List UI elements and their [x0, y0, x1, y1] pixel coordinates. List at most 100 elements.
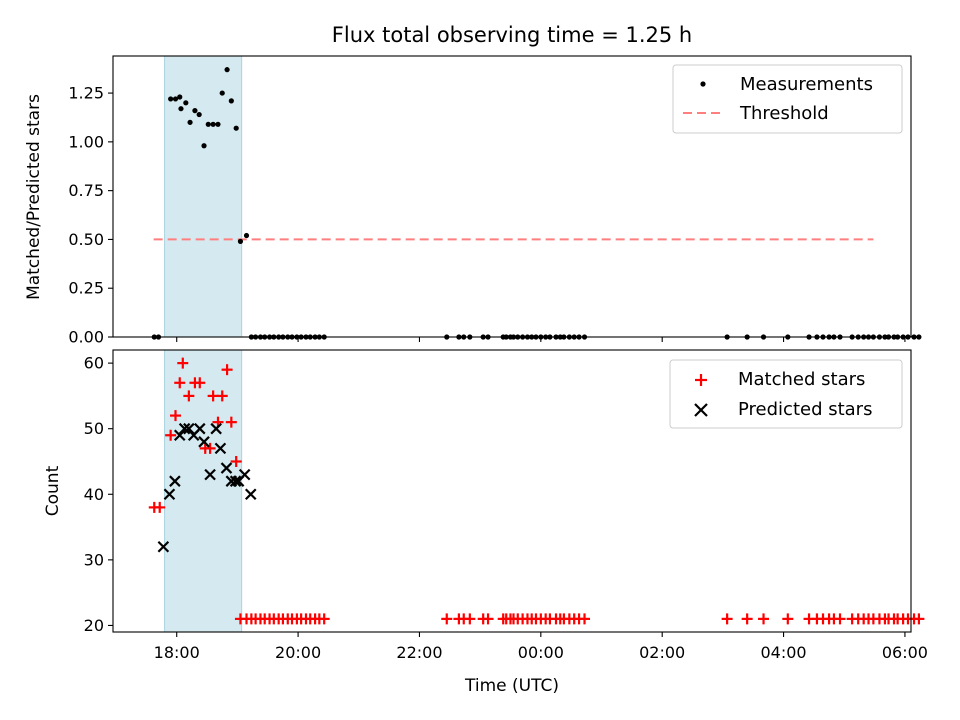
predicted-star-marker	[183, 422, 195, 435]
measurement-point	[911, 334, 917, 340]
x-tick-label: 06:00	[882, 643, 928, 662]
predicted-star-marker	[229, 475, 242, 487]
y-tick-label: 40	[84, 485, 104, 504]
measurement-point	[168, 96, 174, 102]
measurement-point	[187, 119, 193, 125]
matched-star-marker	[482, 613, 494, 625]
matched-star-marker	[170, 410, 182, 422]
predicted-star-marker	[157, 540, 170, 553]
matched-star-marker	[165, 429, 177, 441]
matched-star-marker	[758, 613, 770, 625]
measurement-point	[183, 100, 189, 106]
bottom-legend-box	[669, 359, 903, 429]
x-tick-label: 18:00	[154, 643, 200, 662]
top-plot-frame	[112, 55, 912, 338]
x-tick-label: 20:00	[275, 643, 321, 662]
bottom-y-axis: 20 30 40 50 60	[84, 354, 113, 635]
top-y-axis: 0.00 0.25 0.50 0.75 1.00 1.25	[68, 84, 113, 347]
legend-predicted-marker	[694, 403, 708, 417]
top-panel: 0.00 0.25 0.50 0.75 1.00 1.25 Matched/Predict…	[24, 55, 922, 347]
predicted-star-marker	[178, 422, 191, 435]
y-tick-label: 50	[84, 419, 104, 438]
predicted-star-marker	[220, 462, 233, 474]
predicted-star-marker	[204, 468, 216, 481]
y-tick-label: 0.00	[68, 328, 104, 347]
matched-star-marker	[194, 377, 206, 389]
matched-star-marker	[204, 442, 216, 454]
measurement-point	[201, 143, 207, 149]
measurement-point	[177, 94, 183, 100]
predicted-star-marker	[194, 422, 206, 435]
measurement-point	[228, 98, 234, 104]
top-legend: Measurements Threshold	[672, 64, 903, 134]
matched-star-marker	[464, 613, 476, 625]
predicted-star-marker	[198, 436, 210, 448]
measurement-point	[172, 96, 179, 102]
legend-measurements-label: Measurements	[740, 74, 873, 95]
predicted-star-marker	[244, 488, 257, 501]
matched-star-marker	[913, 613, 925, 625]
top-legend-box	[672, 64, 903, 134]
measurement-point	[233, 125, 239, 131]
measurement-point	[205, 121, 211, 127]
bottom-x-axis: 18:00 20:00 22:00 00:00 02:00 04:00 06:00	[154, 632, 928, 662]
matched-star-marker	[216, 390, 228, 402]
chart-title: Flux total observing time = 1.25 h	[332, 23, 692, 47]
y-tick-label: 0.50	[68, 230, 104, 249]
bottom-plot-frame	[112, 349, 912, 633]
matched-star-marker	[318, 613, 330, 625]
matched-star-marker	[230, 455, 242, 467]
y-tick-label: 60	[84, 354, 104, 373]
measurement-point	[196, 111, 202, 118]
bottom-y-axis-label: Count	[43, 465, 63, 516]
measurement-point	[237, 238, 244, 244]
matched-star-marker	[741, 613, 753, 625]
measurement-point	[178, 106, 184, 112]
matched-star-marker	[441, 613, 453, 625]
bottom-panel: 20 30 40 50 60 18:00 20:00 22:00 00:00 02:00 04:0…	[43, 349, 928, 696]
matched-star-marker	[721, 613, 733, 625]
predicted-star-marker	[173, 429, 186, 442]
measurement-point	[219, 90, 225, 96]
measurement-point	[916, 334, 922, 340]
x-axis-label: Time (UTC)	[464, 676, 559, 696]
measurement-point	[243, 232, 250, 239]
matched-star-marker	[579, 613, 591, 625]
predicted-star-marker	[163, 488, 176, 501]
matched-star-marker	[174, 377, 186, 389]
legend-matched-marker	[695, 374, 707, 386]
measurement-point	[210, 121, 216, 127]
matched-star-marker	[183, 390, 195, 402]
y-tick-label: 1.00	[68, 132, 104, 151]
matched-stars-points	[148, 357, 925, 625]
y-tick-label: 1.25	[68, 84, 104, 103]
legend-predicted-label: Predicted stars	[738, 399, 872, 420]
matched-star-marker	[225, 416, 237, 428]
observing-window-bottom	[164, 349, 243, 633]
measurement-point	[192, 108, 198, 114]
legend-matched-label: Matched stars	[738, 369, 865, 390]
bottom-legend: Matched stars Predicted stars	[669, 359, 903, 429]
predicted-star-marker	[214, 442, 227, 455]
predicted-stars-points	[157, 422, 257, 553]
y-tick-label: 0.25	[68, 279, 104, 298]
x-tick-label: 22:00	[396, 643, 442, 662]
top-y-axis-label: Matched/Predicted stars	[24, 94, 44, 300]
x-tick-label: 02:00	[639, 643, 685, 662]
predicted-star-marker	[238, 468, 251, 481]
legend-threshold-label: Threshold	[739, 103, 829, 124]
matched-star-marker	[154, 501, 166, 513]
x-tick-label: 04:00	[761, 643, 807, 662]
measurement-point	[215, 121, 221, 127]
y-tick-label: 0.75	[68, 181, 104, 200]
y-tick-label: 30	[84, 550, 104, 569]
matched-star-marker	[834, 613, 846, 625]
legend-measurement-marker	[700, 81, 706, 87]
matched-star-marker	[782, 613, 794, 625]
x-tick-label: 00:00	[518, 643, 564, 662]
top-x-ticks	[176, 337, 906, 342]
matched-star-marker	[177, 357, 189, 369]
predicted-star-marker	[169, 475, 181, 487]
y-tick-label: 20	[84, 616, 104, 635]
